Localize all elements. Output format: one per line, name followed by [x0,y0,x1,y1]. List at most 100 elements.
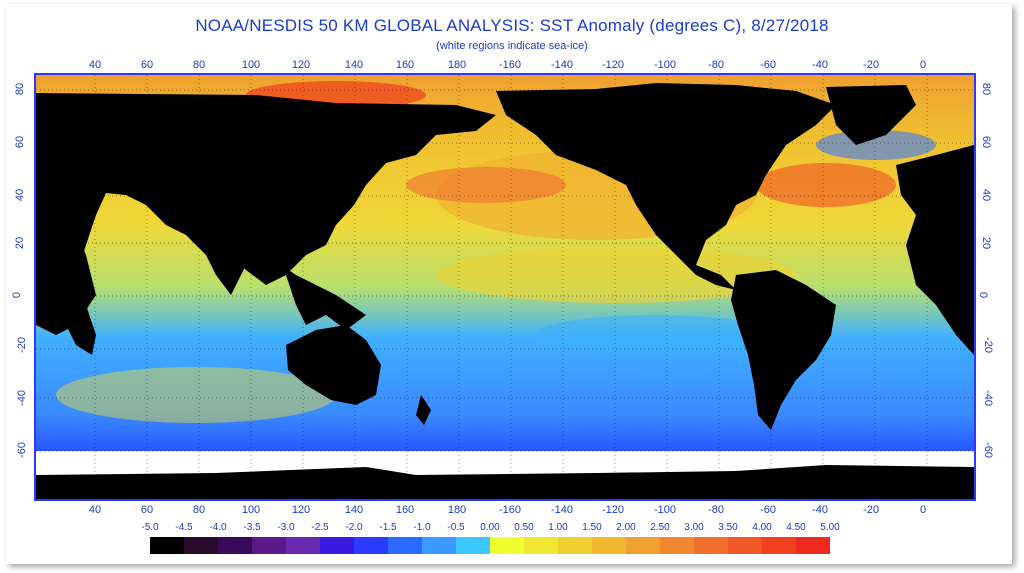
lon-tick-top: 60 [140,59,154,71]
lon-tick-top: 0 [919,59,927,71]
warm-patch-equatorial [436,247,796,303]
land-australia [286,325,381,405]
lon-tick-top: 100 [241,59,261,71]
lat-tick-left: -60 [15,442,28,458]
colorbar-label: 2.00 [616,522,636,533]
lat-tick-left: -40 [15,390,28,406]
colorbar-swatch [320,537,354,554]
colorbar-swatch [354,537,388,554]
land-new-zealand [416,395,431,425]
lon-tick-bottom: -140 [550,504,574,516]
lat-tick-right: 40 [980,188,993,202]
lon-tick-top: 140 [344,59,364,71]
land-india [201,225,246,295]
lat-tick-left: 60 [14,135,27,149]
grid-lines [36,75,974,499]
colorbar-label: 2.50 [650,522,670,533]
lat-tick-right: 60 [980,135,993,149]
colorbar-swatch [524,537,558,554]
colorbar-swatch [388,537,422,554]
colorbar-swatch [490,537,524,554]
lon-tick-bottom: 80 [192,504,206,516]
lat-tick-right: -20 [981,337,994,353]
lon-tick-top: -120 [601,59,625,71]
lon-tick-top: 40 [88,59,102,71]
colorbar-label: -4.0 [209,522,227,533]
land-indonesia [266,255,366,330]
sst-anomaly-map [34,73,976,501]
land-antarctica [36,465,974,499]
colorbar-label: 5.00 [820,522,840,533]
colorbar-label: 3.50 [718,522,738,533]
colorbar-label: -2.0 [345,522,363,533]
colorbar [150,537,830,554]
lon-tick-bottom: -160 [498,504,522,516]
lon-tick-bottom: 120 [291,504,311,516]
cool-patch-labrador [816,130,936,160]
mixed-patch-indian [56,367,336,423]
map-title: NOAA/NESDIS 50 KM GLOBAL ANALYSIS: SST A… [195,16,829,35]
lat-tick-left: -20 [15,337,28,353]
hot-patch-north-atlantic [756,163,896,207]
colorbar-swatch [218,537,252,554]
colorbar-label: -0.5 [447,522,465,533]
land-north-america [496,83,836,290]
lat-tick-right: 0 [977,291,990,299]
colorbar-swatch [796,537,830,554]
lon-tick-top: 180 [447,59,467,71]
lon-tick-top: 120 [291,59,311,71]
colorbar-label: -1.5 [379,522,397,533]
colorbar-label: -2.5 [311,522,329,533]
land-africa [36,195,96,335]
cool-patch-south-pacific [536,315,776,355]
lon-tick-top: -20 [863,59,879,71]
lon-tick-bottom: -40 [812,504,828,516]
lon-tick-bottom: -120 [601,504,625,516]
colorbar-label: 4.50 [786,522,806,533]
colorbar-swatch [592,537,626,554]
map-svg [36,75,974,499]
colorbar-label: -3.0 [277,522,295,533]
lat-tick-left: 0 [11,291,24,299]
map-subtitle: (white regions indicate sea-ice) [436,40,588,52]
lon-tick-top: 160 [395,59,415,71]
colorbar-swatch [252,537,286,554]
lat-tick-right: -60 [981,442,994,458]
lon-tick-top: -60 [760,59,776,71]
colorbar-label: -1.0 [413,522,431,533]
lat-tick-right: -40 [981,390,994,406]
colorbar-swatch [728,537,762,554]
lon-tick-bottom: 0 [919,504,927,516]
colorbar-swatch [660,537,694,554]
colorbar-swatch [762,537,796,554]
colorbar-swatch [694,537,728,554]
colorbar-label: -3.5 [243,522,261,533]
lon-tick-top: -80 [708,59,724,71]
colorbar-swatch [286,537,320,554]
lon-tick-bottom: 160 [395,504,415,516]
colorbar-swatch [184,537,218,554]
colorbar-label: 4.00 [752,522,772,533]
colorbar-label: 1.50 [582,522,602,533]
colorbar-swatch [456,537,490,554]
hot-patch-north-pacific [406,167,566,203]
lat-tick-left: 20 [14,236,27,250]
lon-tick-bottom: 180 [447,504,467,516]
colorbar-swatch [422,537,456,554]
land-europe-west-africa [896,145,974,355]
colorbar-label: -5.0 [141,522,159,533]
colorbar-label: 0.00 [480,522,500,533]
lon-tick-bottom: -100 [653,504,677,516]
lon-tick-bottom: 60 [140,504,154,516]
land-south-america [731,270,836,430]
lat-tick-right: 20 [980,236,993,250]
lon-tick-bottom: 140 [344,504,364,516]
colorbar-label: 0.50 [514,522,534,533]
lat-tick-left: 40 [14,188,27,202]
land-eurasia-africa [36,93,496,355]
lon-tick-bottom: -60 [760,504,776,516]
colorbar-swatch [626,537,660,554]
colorbar-label: 1.00 [548,522,568,533]
colorbar-label: 3.00 [684,522,704,533]
lon-tick-top: 80 [192,59,206,71]
